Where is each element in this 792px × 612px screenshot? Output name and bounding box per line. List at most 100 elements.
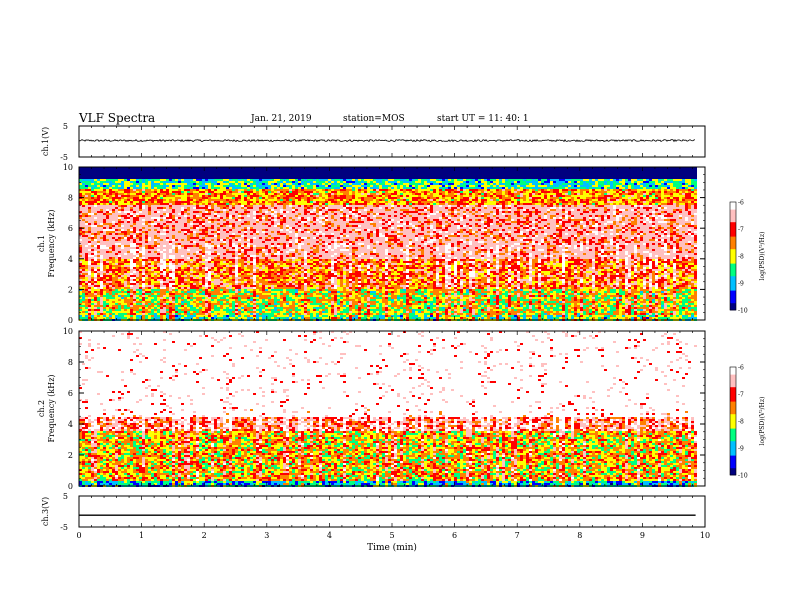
spectrogram-cell (124, 277, 127, 279)
spectrogram-cell (217, 311, 220, 313)
spectrogram-cell (223, 297, 226, 299)
spectrogram-cell (253, 293, 256, 295)
spectrogram-cell (103, 169, 106, 171)
spectrogram-cell (226, 213, 229, 215)
spectrogram-cell (271, 201, 274, 203)
spectrogram-cell (136, 257, 139, 259)
spectrogram-cell (148, 271, 151, 273)
spectrogram-cell (226, 273, 229, 275)
spectrogram-cell (142, 213, 145, 215)
spectrogram-cell (157, 267, 160, 269)
spectrogram-cell (268, 225, 271, 227)
spectrogram-cell (241, 297, 244, 299)
spectrogram-cell (148, 187, 151, 189)
spectrogram-cell (172, 293, 175, 295)
spectrogram-cell (229, 221, 232, 223)
spectrogram-cell (157, 189, 160, 191)
spectrogram-cell (247, 199, 250, 201)
spectrogram-cell (250, 275, 253, 277)
spectrogram-cell (154, 311, 157, 313)
spectrogram-cell (133, 285, 136, 287)
spectrogram-cell (139, 221, 142, 223)
spectrogram-cell (193, 239, 196, 241)
spectrogram-cell (187, 169, 190, 171)
spectrogram-cell (214, 171, 217, 173)
spectrogram-cell (124, 195, 127, 197)
spectrogram-cell (82, 229, 85, 231)
spectrogram-cell (265, 243, 268, 245)
spectrogram-cell (205, 233, 208, 235)
spectrogram-cell (220, 195, 223, 197)
spectrogram-cell (247, 185, 250, 187)
spectrogram-cell (103, 187, 106, 189)
spectrogram-cell (223, 283, 226, 285)
spectrogram-cell (250, 273, 253, 275)
spectrogram-cell (166, 253, 169, 255)
spectrogram-cell (262, 297, 265, 299)
spectrogram-cell (154, 283, 157, 285)
spectrogram-cell (109, 309, 112, 311)
spectrogram-cell (250, 219, 253, 221)
spectrogram-cell (229, 189, 232, 191)
spectrogram-cell (271, 303, 274, 305)
spectrogram-cell (253, 231, 256, 233)
spectrogram-cell (169, 217, 172, 219)
spectrogram-cell (124, 189, 127, 191)
spectrogram-cell (145, 187, 148, 189)
spectrogram-cell (226, 269, 229, 271)
spectrogram-cell (241, 315, 244, 317)
spectrogram-cell (124, 249, 127, 251)
spectrogram-cell (109, 297, 112, 299)
spectrogram-cell (256, 203, 259, 205)
spectrogram-cell (121, 173, 124, 175)
spectrogram-cell (193, 209, 196, 211)
spectrogram-cell (91, 171, 94, 173)
spectrogram-cell (106, 293, 109, 295)
spectrogram-cell (169, 181, 172, 183)
spectrogram-cell (220, 187, 223, 189)
spectrogram-cell (91, 223, 94, 225)
spectrogram-cell (142, 235, 145, 237)
spectrogram-cell (94, 299, 97, 301)
spectrogram-cell (229, 295, 232, 297)
spectrogram-cell (172, 179, 175, 181)
spectrogram-cell (253, 285, 256, 287)
spectrogram-cell (115, 313, 118, 315)
spectrogram-cell (184, 185, 187, 187)
spectrogram-cell (220, 267, 223, 269)
spectrogram-cell (208, 309, 211, 311)
spectrogram-cell (136, 203, 139, 205)
spectrogram-cell (136, 251, 139, 253)
spectrogram-cell (121, 211, 124, 213)
spectrogram-cell (268, 195, 271, 197)
spectrogram-cell (139, 219, 142, 221)
spectrogram-cell (217, 177, 220, 179)
spectrogram-cell (130, 199, 133, 201)
spectrogram-cell (277, 221, 280, 223)
spectrogram-cell (229, 235, 232, 237)
spectrogram-cell (133, 211, 136, 213)
spectrogram-cell (190, 279, 193, 281)
spectrogram-cell (154, 175, 157, 177)
spectrogram-cell (175, 223, 178, 225)
spectrogram-cell (109, 315, 112, 317)
spectrogram-cell (196, 181, 199, 183)
spectrogram-cell (154, 255, 157, 257)
spectrogram-cell (238, 211, 241, 213)
spectrogram-cell (178, 219, 181, 221)
spectrogram-cell (109, 169, 112, 171)
spectrogram-cell (259, 249, 262, 251)
spectrogram-cell (145, 183, 148, 185)
spectrogram-cell (238, 291, 241, 293)
spectrogram-cell (241, 217, 244, 219)
spectrogram-cell (85, 299, 88, 301)
spectrogram-cell (181, 293, 184, 295)
spectrogram-cell (277, 237, 280, 239)
spectrogram-cell (220, 201, 223, 203)
spectrogram-cell (175, 271, 178, 273)
spectrogram-cell (175, 207, 178, 209)
spectrogram-cell (82, 169, 85, 171)
spectrogram-cell (232, 275, 235, 277)
spectrogram-cell (100, 307, 103, 309)
spectrogram-cell (211, 213, 214, 215)
